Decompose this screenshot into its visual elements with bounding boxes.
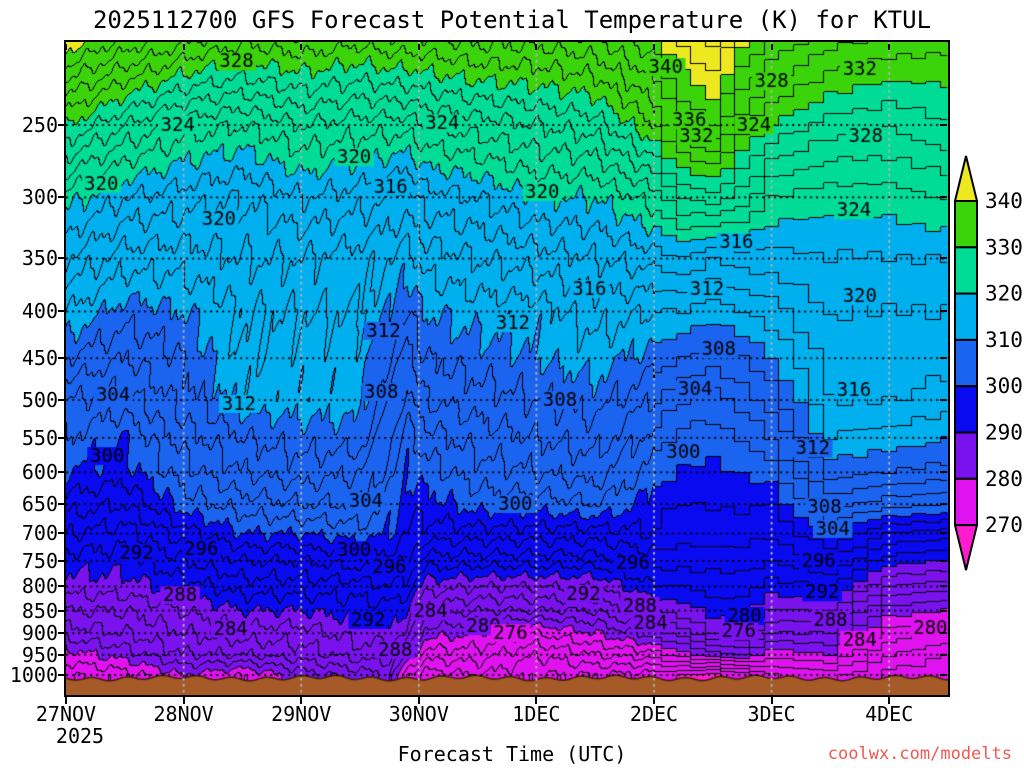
- y-tick: [58, 436, 65, 439]
- x-tick: [770, 697, 773, 704]
- y-tick-right: [940, 653, 947, 656]
- y-tick: [58, 310, 65, 313]
- x-tick-top: [300, 44, 303, 50]
- x-tick-label: 28NOV: [153, 702, 214, 726]
- y-tick: [58, 585, 65, 588]
- colorbar-band: [954, 385, 978, 434]
- watermark-text: coolwx.com/modelts: [827, 744, 1012, 764]
- contour-plot-canvas: [64, 40, 950, 697]
- colorbar-band: [954, 338, 978, 388]
- y-tick: [58, 398, 65, 401]
- y-tick-label: 250: [21, 113, 58, 137]
- y-tick: [58, 471, 65, 474]
- y-tick: [58, 532, 65, 535]
- x-tick-top: [770, 44, 773, 50]
- y-tick: [58, 653, 65, 656]
- y-tick-right: [940, 471, 947, 474]
- y-tick: [58, 357, 65, 360]
- colorbar-over-triangle: [953, 155, 979, 202]
- y-tick: [58, 257, 65, 260]
- x-tick: [653, 697, 655, 704]
- x-tick: [300, 697, 303, 704]
- x-tick: [65, 697, 67, 704]
- x-tick: [182, 697, 185, 704]
- colorbar-under-triangle: [953, 524, 979, 571]
- colorbar-tick-label: 330: [985, 235, 1023, 259]
- x-tick-label: 1DEC: [512, 702, 561, 726]
- y-tick: [58, 632, 65, 635]
- y-tick-right: [940, 436, 947, 439]
- colorbar: 340 330 320 310 300 290 280 270: [953, 155, 1023, 571]
- x-tick-top: [888, 44, 891, 50]
- y-tick-right: [940, 673, 947, 676]
- y-tick-label: 600: [21, 460, 58, 485]
- x-tick-top: [65, 44, 67, 50]
- y-tick-right: [940, 532, 947, 535]
- y-tick-label: 950: [21, 642, 58, 667]
- x-tick-top: [182, 44, 185, 50]
- y-tick-right: [940, 632, 947, 635]
- y-tick: [58, 196, 65, 199]
- y-tick-label: 1000: [9, 662, 58, 687]
- y-tick-label: 650: [21, 492, 58, 517]
- colorbar-band: [954, 477, 978, 527]
- x-tick-top: [653, 44, 655, 50]
- y-tick: [58, 673, 65, 676]
- colorbar-band: [954, 200, 978, 249]
- x-tick-label: 29NOV: [271, 702, 332, 726]
- x-tick: [535, 697, 538, 704]
- y-tick-label: 700: [21, 521, 58, 546]
- colorbar-band: [954, 292, 978, 341]
- colorbar-band: [954, 431, 978, 480]
- x-tick-label: 4DEC: [865, 702, 914, 726]
- y-tick-label: 550: [21, 425, 58, 450]
- colorbar-tick-label: 280: [985, 467, 1023, 491]
- x-tick-top: [535, 44, 538, 50]
- x-tick: [888, 697, 891, 704]
- y-tick-label: 900: [21, 621, 58, 646]
- y-tick: [58, 124, 65, 126]
- colorbar-band: [954, 246, 978, 295]
- y-tick-right: [940, 357, 947, 360]
- y-tick: [58, 609, 65, 612]
- y-tick-label: 400: [21, 299, 58, 324]
- colorbar-tick-label: 310: [985, 328, 1023, 352]
- colorbar-tick-label: 290: [985, 421, 1023, 445]
- y-tick-label: 850: [21, 598, 58, 623]
- y-tick-label: 350: [21, 246, 58, 271]
- x-tick-label: 3DEC: [747, 702, 796, 726]
- year-label: 2025: [55, 724, 105, 748]
- x-tick-label: 27NOV: [35, 702, 97, 726]
- y-tick-right: [940, 257, 947, 260]
- y-tick-right: [940, 196, 947, 199]
- y-tick: [58, 559, 65, 562]
- x-tick-top: [417, 44, 420, 50]
- y-tick-right: [940, 585, 947, 588]
- colorbar-tick-label: 320: [985, 282, 1023, 306]
- x-axis-title: Forecast Time (UTC): [397, 742, 627, 766]
- colorbar-tick-label: 270: [985, 513, 1023, 537]
- y-tick-right: [940, 310, 947, 313]
- x-tick: [417, 697, 420, 704]
- y-tick-label: 750: [21, 548, 58, 573]
- y-tick-right: [940, 559, 947, 562]
- colorbar-tick-label: 340: [985, 189, 1023, 213]
- y-tick-right: [940, 398, 947, 401]
- y-tick-right: [940, 503, 947, 506]
- y-tick-right: [940, 124, 947, 126]
- x-tick-label: 2DEC: [629, 702, 679, 726]
- y-tick-label: 800: [21, 574, 58, 599]
- colorbar-tick-label: 300: [985, 374, 1023, 398]
- chart-title: 2025112700 GFS Forecast Potential Temper…: [92, 6, 932, 34]
- x-tick-label: 30NOV: [388, 702, 449, 726]
- y-tick: [58, 503, 65, 506]
- y-tick-label: 500: [21, 387, 58, 412]
- y-tick-label: 450: [21, 346, 58, 371]
- y-tick-label: 300: [21, 185, 58, 210]
- y-tick-right: [940, 609, 947, 612]
